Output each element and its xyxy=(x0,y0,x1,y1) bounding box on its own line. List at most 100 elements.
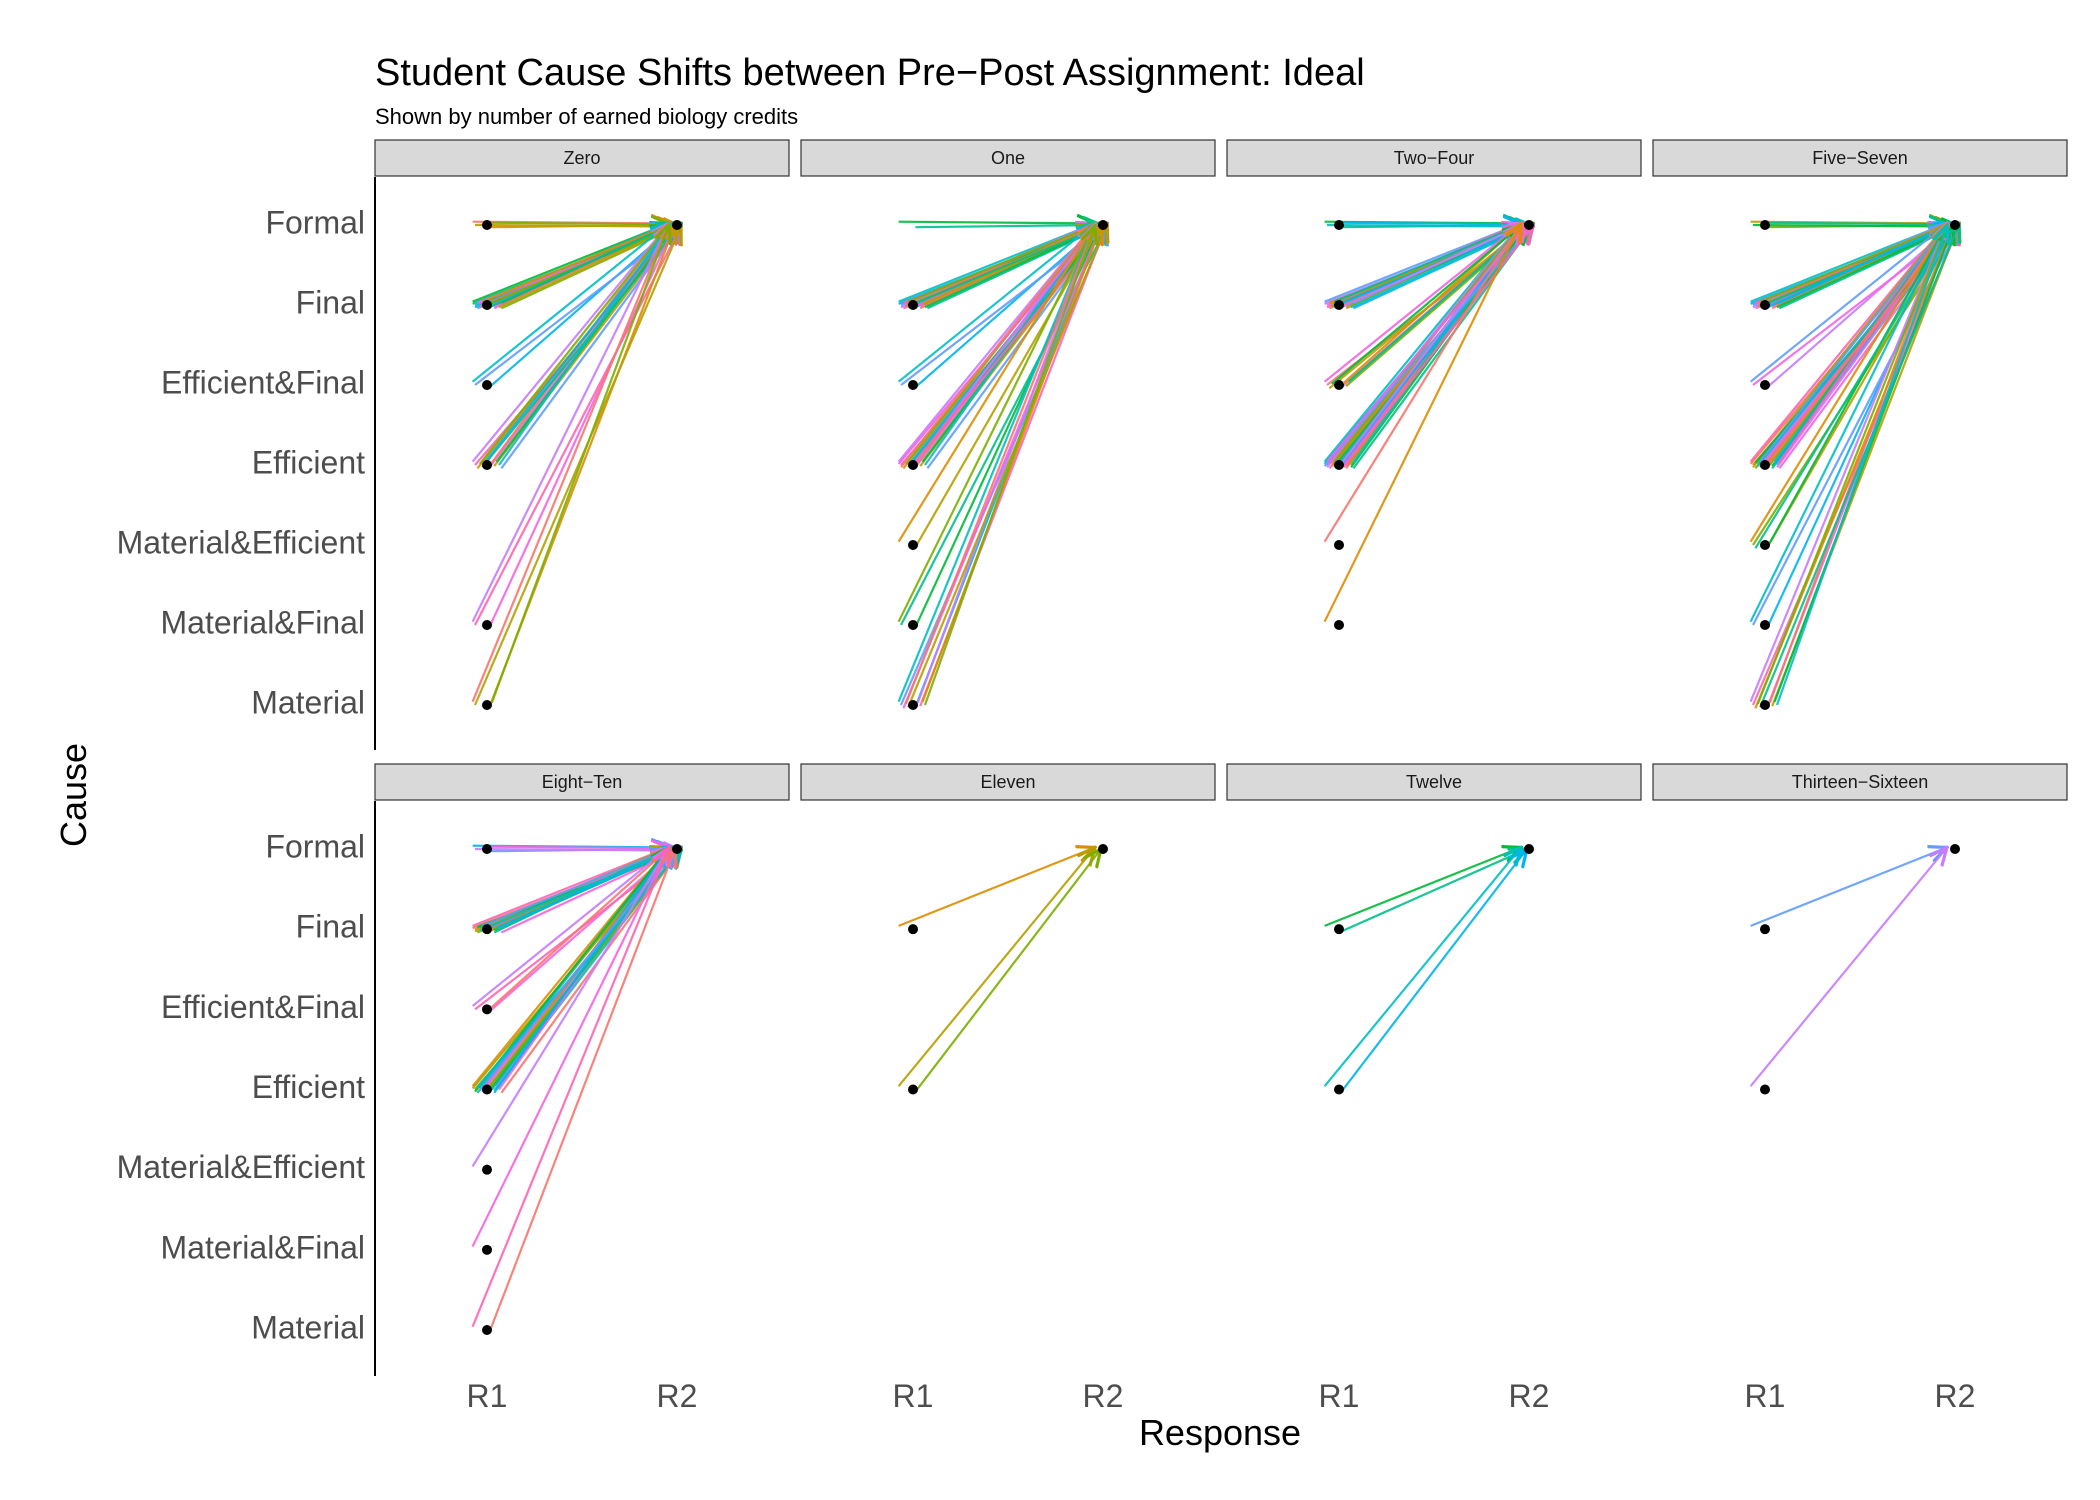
r2-point xyxy=(1950,220,1960,230)
shift-arrow xyxy=(478,225,669,465)
y-tick-label: Material xyxy=(251,684,365,720)
shift-arrow xyxy=(915,225,1101,227)
r1-point xyxy=(1760,924,1770,935)
shift-arrow xyxy=(1749,223,1947,703)
shift-arrow xyxy=(1768,224,1947,704)
shift-arrow xyxy=(491,847,669,848)
x-tick-label: R2 xyxy=(1083,1378,1124,1414)
shift-arrow xyxy=(1328,226,1527,390)
r1-point xyxy=(1760,380,1770,390)
shift-arrow xyxy=(481,225,669,303)
r1-point xyxy=(482,924,492,935)
r1-point xyxy=(908,1084,918,1095)
shift-arrow xyxy=(1323,225,1533,467)
shift-arrow xyxy=(483,223,675,464)
shift-arrow xyxy=(1340,849,1527,933)
r2-point xyxy=(1098,844,1108,854)
facet-strip xyxy=(1226,763,1642,801)
facet-strip xyxy=(374,139,790,177)
facet-strip xyxy=(374,763,790,801)
shift-arrow xyxy=(471,223,669,623)
r2-point xyxy=(672,844,682,854)
shift-arrow xyxy=(488,849,675,1333)
r1-point xyxy=(1760,620,1770,630)
r1-point xyxy=(482,1084,492,1095)
shift-arrow xyxy=(907,224,1107,708)
shift-arrow xyxy=(1326,224,1527,463)
shift-arrow xyxy=(897,223,1095,543)
shift-arrow xyxy=(900,223,1095,468)
shift-arrow xyxy=(1775,226,1947,706)
y-tick-label: Efficient&Final xyxy=(161,989,365,1025)
facet-strip-label: Eleven xyxy=(980,772,1035,792)
shift-arrow xyxy=(473,227,681,706)
facet-strip xyxy=(1226,139,1642,177)
shift-arrow xyxy=(914,225,1101,548)
facet-strip-label: Zero xyxy=(563,148,600,168)
r2-point xyxy=(672,220,682,230)
shift-arrow xyxy=(1342,226,1533,468)
facet-strip-label: Two−Four xyxy=(1394,148,1475,168)
shift-arrow xyxy=(498,227,675,309)
shift-arrow xyxy=(1350,227,1527,309)
x-tick-label: R1 xyxy=(1745,1378,1786,1414)
facet-strip xyxy=(800,139,1216,177)
shift-arrow xyxy=(1338,223,1527,310)
shift-arrow xyxy=(1333,225,1521,303)
shift-arrow xyxy=(1324,847,1521,927)
shift-arrow xyxy=(897,223,1095,703)
r1-point xyxy=(908,620,918,630)
r1-point xyxy=(1760,460,1770,470)
shift-arrow xyxy=(916,224,1095,704)
shift-arrow xyxy=(1750,847,1947,927)
r1-point xyxy=(482,844,492,854)
y-tick-label: Material&Final xyxy=(160,604,365,640)
shift-arrow xyxy=(1768,224,1947,544)
r1-point xyxy=(1760,1084,1770,1095)
y-tick-label: Material xyxy=(251,1309,365,1345)
r1-point xyxy=(908,300,918,310)
r1-point xyxy=(1334,380,1344,390)
r2-point xyxy=(1524,220,1534,230)
x-tick-label: R1 xyxy=(893,1378,934,1414)
x-tick-label: R2 xyxy=(1509,1378,1550,1414)
facet-panel-eleven: Eleven R1 R2 xyxy=(800,763,1216,1414)
shift-arrow xyxy=(1323,223,1521,383)
shift-arrow xyxy=(1759,225,1947,463)
shift-arrow xyxy=(1343,223,1521,224)
r1-point xyxy=(482,700,492,710)
shift-arrow xyxy=(471,847,669,1167)
r1-point xyxy=(1334,220,1344,230)
y-tick-label: Material&Final xyxy=(160,1229,365,1265)
shift-arrow xyxy=(474,849,681,851)
shift-arrow xyxy=(1323,223,1521,623)
y-tick-label: Material&Efficient xyxy=(117,1149,366,1185)
y-tick-label: Final xyxy=(296,284,365,320)
r1-point xyxy=(482,1164,492,1175)
x-axis-title: Response xyxy=(1139,1412,1301,1453)
shift-arrow xyxy=(898,222,1095,224)
facet-strip xyxy=(1652,139,2068,177)
r1-point xyxy=(482,300,492,310)
r2-point xyxy=(1524,844,1534,854)
y-tick-label: Material&Efficient xyxy=(117,524,366,560)
shift-arrow xyxy=(1759,225,1947,303)
shift-arrow xyxy=(474,225,681,227)
facet-panel-thirteen-sixteen: Thirteen−Sixteen R1 R2 xyxy=(1652,763,2068,1414)
shift-arrow xyxy=(1340,849,1527,1093)
shift-arrow xyxy=(1323,847,1521,1087)
shift-arrow xyxy=(471,223,669,383)
shift-arrow xyxy=(1764,223,1953,310)
facet-strip xyxy=(1652,763,2068,801)
facet-panel-twelve: Twelve R1 R2 xyxy=(1226,763,1642,1414)
shift-arrow xyxy=(1778,226,1947,464)
shift-arrow xyxy=(921,227,1101,703)
shift-arrow xyxy=(914,849,1101,1093)
r1-point xyxy=(1334,300,1344,310)
r1-point xyxy=(908,700,918,710)
x-tick-label: R2 xyxy=(657,1378,698,1414)
r1-point xyxy=(1760,700,1770,710)
facet-strip-label: One xyxy=(991,148,1025,168)
facet-panels: Zero Material Material&Final Material&Effic… xyxy=(117,139,2068,1414)
